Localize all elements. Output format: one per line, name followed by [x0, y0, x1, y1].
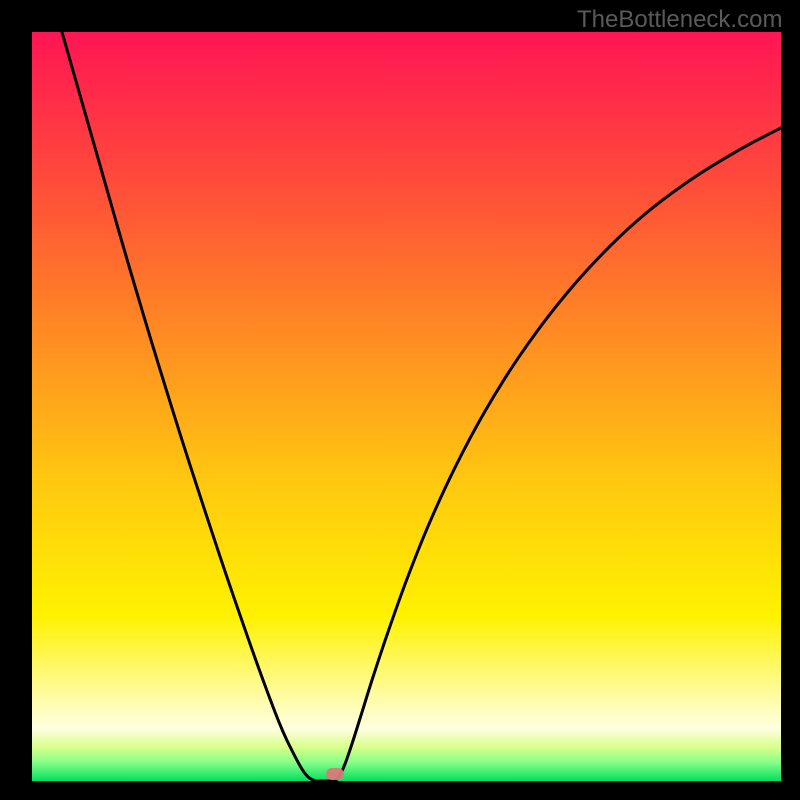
watermark-text: TheBottleneck.com: [577, 6, 782, 34]
optimal-point-marker: [326, 768, 344, 780]
gradient-background: [32, 32, 781, 781]
bottleneck-curve-svg: [32, 32, 781, 781]
chart-plot-area: [32, 32, 781, 781]
